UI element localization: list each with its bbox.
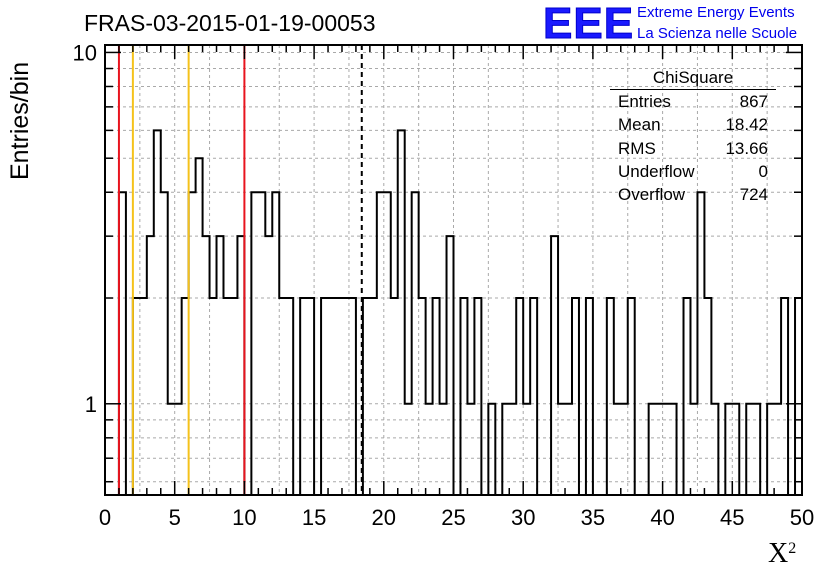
x-tick-label: 45 bbox=[720, 505, 744, 530]
stats-row: Overflow 724 bbox=[610, 183, 776, 206]
x-axis-label: X2 bbox=[768, 538, 796, 570]
x-axis-label-base: X bbox=[768, 538, 789, 569]
stats-value: 18.42 bbox=[725, 115, 768, 135]
x-tick-label: 15 bbox=[302, 505, 326, 530]
stats-value: 867 bbox=[739, 92, 768, 111]
y-axis-label: Entries/bin bbox=[6, 61, 34, 180]
x-tick-label: 20 bbox=[372, 505, 396, 530]
x-tick-label: 35 bbox=[581, 505, 605, 530]
stats-label: Entries bbox=[618, 92, 671, 111]
stats-label: Mean bbox=[618, 115, 661, 135]
x-axis-label-superscript: 2 bbox=[788, 540, 797, 557]
stats-row: Underflow 0 bbox=[610, 160, 776, 183]
stats-row: RMS 13.66 bbox=[610, 137, 776, 160]
stats-label: Underflow bbox=[618, 161, 695, 181]
stats-box: ChiSquare Entries 867 Mean 18.42 RMS 13.66 … bbox=[610, 68, 776, 206]
x-tick-label: 50 bbox=[790, 505, 814, 530]
y-tick-label: 1 bbox=[85, 392, 97, 417]
stats-value: 0 bbox=[758, 161, 768, 181]
eee-logo: EEE bbox=[542, 0, 635, 48]
x-tick-label: 30 bbox=[511, 505, 535, 530]
logo-line-2: La Scienza nelle Scuole bbox=[637, 25, 798, 42]
stats-label: Overflow bbox=[618, 185, 686, 205]
stats-value: 724 bbox=[739, 185, 768, 205]
x-tick-label: 0 bbox=[99, 505, 111, 530]
stats-row: Entries 867 bbox=[610, 90, 776, 113]
y-tick-label: 10 bbox=[73, 40, 97, 65]
x-tick-label: 25 bbox=[441, 505, 465, 530]
stats-value: 13.66 bbox=[725, 138, 768, 158]
x-tick-label: 5 bbox=[169, 505, 181, 530]
stats-box-title: ChiSquare bbox=[610, 68, 776, 90]
x-tick-label: 10 bbox=[232, 505, 256, 530]
stats-row: Mean 18.42 bbox=[610, 113, 776, 136]
stats-label: RMS bbox=[618, 138, 656, 158]
chart-title: FRAS-03-2015-01-19-00053 bbox=[84, 10, 376, 36]
logo-line-1: Extreme Energy Events bbox=[637, 4, 795, 21]
x-tick-label: 40 bbox=[650, 505, 674, 530]
